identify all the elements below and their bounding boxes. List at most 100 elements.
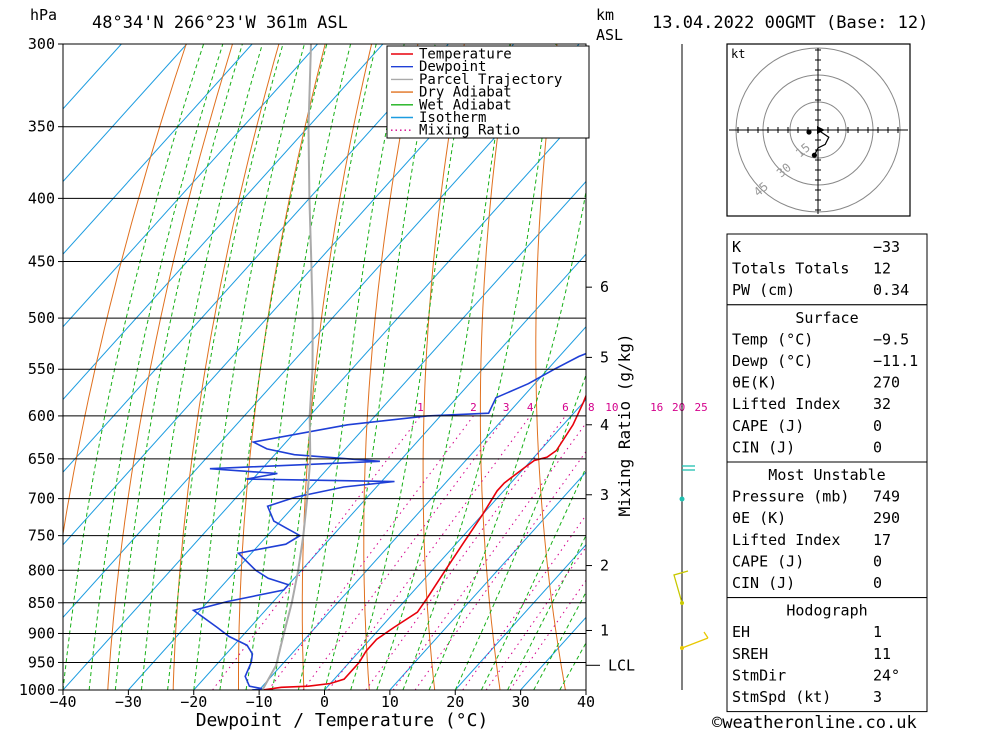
mixing-ratio-label: 20 xyxy=(672,401,685,414)
datetime-label: 13.04.2022 00GMT (Base: 12) xyxy=(652,13,928,33)
wet-adiabat-line xyxy=(428,188,586,690)
mixing-ratio-label: 25 xyxy=(694,401,707,414)
isotherm-lines xyxy=(63,44,586,690)
isobar-lines xyxy=(63,43,586,691)
surface-row-label: θE(K) xyxy=(732,374,777,392)
temperature-tick-label: −40 xyxy=(49,693,76,711)
surface-row-label: Temp (°C) xyxy=(732,330,813,348)
most-unstable-row-label: CAPE (J) xyxy=(732,552,804,570)
isotherm-line xyxy=(324,398,586,690)
wet-adiabat-line xyxy=(480,466,586,690)
temperature-tick-label: 0 xyxy=(320,693,329,711)
plot-frame xyxy=(62,43,587,691)
mixing-ratio-label: 16 xyxy=(650,401,663,414)
most-unstable-row-value: 0 xyxy=(873,574,882,592)
surface-title: Surface xyxy=(795,309,858,327)
mixing-ratio-line xyxy=(485,546,586,690)
most-unstable-row-value: 17 xyxy=(873,531,891,549)
hodograph-trace xyxy=(813,129,830,156)
hodograph-params-row-label: StmDir xyxy=(732,666,786,684)
temperature-tick-label: −10 xyxy=(246,693,273,711)
wet-adiabat-line xyxy=(245,44,352,690)
pressure-axis: 300 350 400 450 500 550 600 650 700 750 800 850 900 9… xyxy=(19,35,63,699)
altitude-tick-label: 6 xyxy=(600,278,609,296)
most-unstable-row-value: 749 xyxy=(873,488,900,506)
legend-label: Isotherm xyxy=(419,110,486,126)
dry-adiabat-line xyxy=(172,44,280,690)
pressure-tick-label: 600 xyxy=(28,407,55,425)
hodograph-params-row-label: StmSpd (kt) xyxy=(732,688,831,706)
temperature-tick-label: 30 xyxy=(512,693,530,711)
surface-row-value: −9.5 xyxy=(873,330,909,348)
km-unit-label: km xyxy=(596,6,614,24)
hodograph-unit-label: kt xyxy=(731,47,745,61)
mixing-ratio-label: 4 xyxy=(527,401,534,414)
copyright-label: ©weatheronline.co.uk xyxy=(712,713,917,733)
surface-row-value: 0 xyxy=(873,417,882,435)
surface-row-value: 32 xyxy=(873,395,891,413)
temperature-tick-label: −20 xyxy=(180,693,207,711)
mixing-ratio-line xyxy=(267,415,474,690)
pressure-tick-label: 950 xyxy=(28,653,55,671)
pressure-tick-label: 850 xyxy=(28,594,55,612)
indices-row-value: 0.34 xyxy=(873,281,909,299)
wet-adiabat-line xyxy=(376,44,511,690)
altitude-tick-label: 2 xyxy=(600,557,609,575)
mixing-ratio-label: 6 xyxy=(562,401,569,414)
pressure-tick-label: 350 xyxy=(28,118,55,136)
location-title: 48°34'N 266°23'W 361m ASL xyxy=(92,13,348,33)
wind-marker xyxy=(680,646,684,650)
isotherm-line xyxy=(63,44,449,473)
altitude-tick-label: 1 xyxy=(600,621,609,639)
isotherm-line xyxy=(63,44,515,546)
hodograph-point xyxy=(811,152,818,158)
wind-profile xyxy=(673,44,709,690)
surface-row-value: 0 xyxy=(873,438,882,456)
legend-label: Mixing Ratio xyxy=(419,123,520,139)
surface-row-value: −11.1 xyxy=(873,352,918,370)
temperature-tick-label: 40 xyxy=(577,693,595,711)
isotherm-line xyxy=(63,44,253,255)
most-unstable-row-value: 0 xyxy=(873,552,882,570)
indices-box xyxy=(726,233,928,306)
most-unstable-row-label: CIN (J) xyxy=(732,574,795,592)
wet-adiabat-line xyxy=(88,44,224,690)
mixing-ratio-line xyxy=(414,450,586,690)
isotherm-line xyxy=(389,471,586,690)
surface-row-label: CAPE (J) xyxy=(732,417,804,435)
asl-unit-label: ASL xyxy=(596,26,623,44)
pressure-tick-label: 800 xyxy=(28,561,55,579)
dry-adiabat-line xyxy=(535,44,566,690)
wet-adiabat-line xyxy=(402,44,557,690)
wet-adiabat-line xyxy=(297,44,405,690)
isotherm-line xyxy=(258,326,586,690)
wet-adiabat-line xyxy=(140,44,263,690)
isotherm-line xyxy=(63,44,188,183)
wet-adiabat-line xyxy=(219,44,328,690)
mixing-ratio-line xyxy=(365,415,566,690)
temperature-tick-label: 20 xyxy=(446,693,464,711)
surface-row-value: 270 xyxy=(873,374,900,392)
mixing-ratio-line xyxy=(509,579,586,690)
isotherm-line xyxy=(63,44,384,401)
pressure-tick-label: 400 xyxy=(28,189,55,207)
altitude-axis: 1 2 3 4 5 6 LCL xyxy=(586,278,635,674)
most-unstable-row-label: Lifted Index xyxy=(732,531,840,549)
isotherm-line xyxy=(63,44,318,328)
indices-row-label: PW (cm) xyxy=(732,281,795,299)
surface-box xyxy=(726,304,928,463)
pressure-tick-label: 700 xyxy=(28,490,55,508)
temperature-line xyxy=(262,393,586,690)
wind-marker xyxy=(680,601,684,605)
mixing-ratio-labels: 1 2 3 4 6 8 10 16 20 25 xyxy=(417,401,708,414)
legend-label: Parcel Trajectory xyxy=(419,72,562,88)
mixing-ratio-line xyxy=(328,415,531,690)
mixing-ratio-line xyxy=(462,514,586,690)
legend-box xyxy=(386,45,590,139)
dry-adiabat-line xyxy=(422,44,465,690)
hodograph-params-row-value: 3 xyxy=(873,688,882,706)
storm-motion-marker xyxy=(806,129,812,135)
hodograph-params-row-value: 24° xyxy=(873,666,900,684)
isotherm-line xyxy=(128,180,586,690)
